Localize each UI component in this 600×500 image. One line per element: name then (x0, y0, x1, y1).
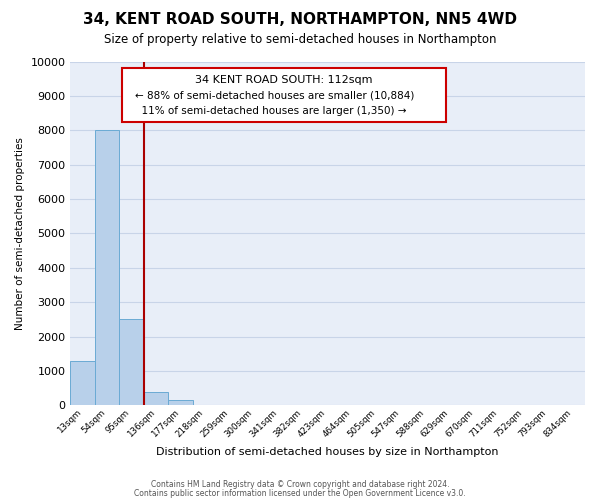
Text: 34, KENT ROAD SOUTH, NORTHAMPTON, NN5 4WD: 34, KENT ROAD SOUTH, NORTHAMPTON, NN5 4W… (83, 12, 517, 28)
Text: Contains public sector information licensed under the Open Government Licence v3: Contains public sector information licen… (134, 488, 466, 498)
Bar (95, 130, 119, 406)
Bar (119, 320, 144, 406)
Text: 11% of semi-detached houses are larger (1,350) →: 11% of semi-detached houses are larger (… (135, 106, 406, 116)
Bar (70, 360, 95, 406)
FancyBboxPatch shape (122, 68, 446, 122)
X-axis label: Distribution of semi-detached houses by size in Northampton: Distribution of semi-detached houses by … (157, 448, 499, 458)
Text: ← 88% of semi-detached houses are smaller (10,884): ← 88% of semi-detached houses are smalle… (135, 90, 414, 100)
Bar (144, 392, 169, 406)
Text: 34 KENT ROAD SOUTH: 112sqm: 34 KENT ROAD SOUTH: 112sqm (195, 74, 373, 85)
Bar (169, 400, 193, 406)
Y-axis label: Number of semi-detached properties: Number of semi-detached properties (15, 137, 25, 330)
Text: Contains HM Land Registry data © Crown copyright and database right 2024.: Contains HM Land Registry data © Crown c… (151, 480, 449, 489)
Text: Size of property relative to semi-detached houses in Northampton: Size of property relative to semi-detach… (104, 32, 496, 46)
